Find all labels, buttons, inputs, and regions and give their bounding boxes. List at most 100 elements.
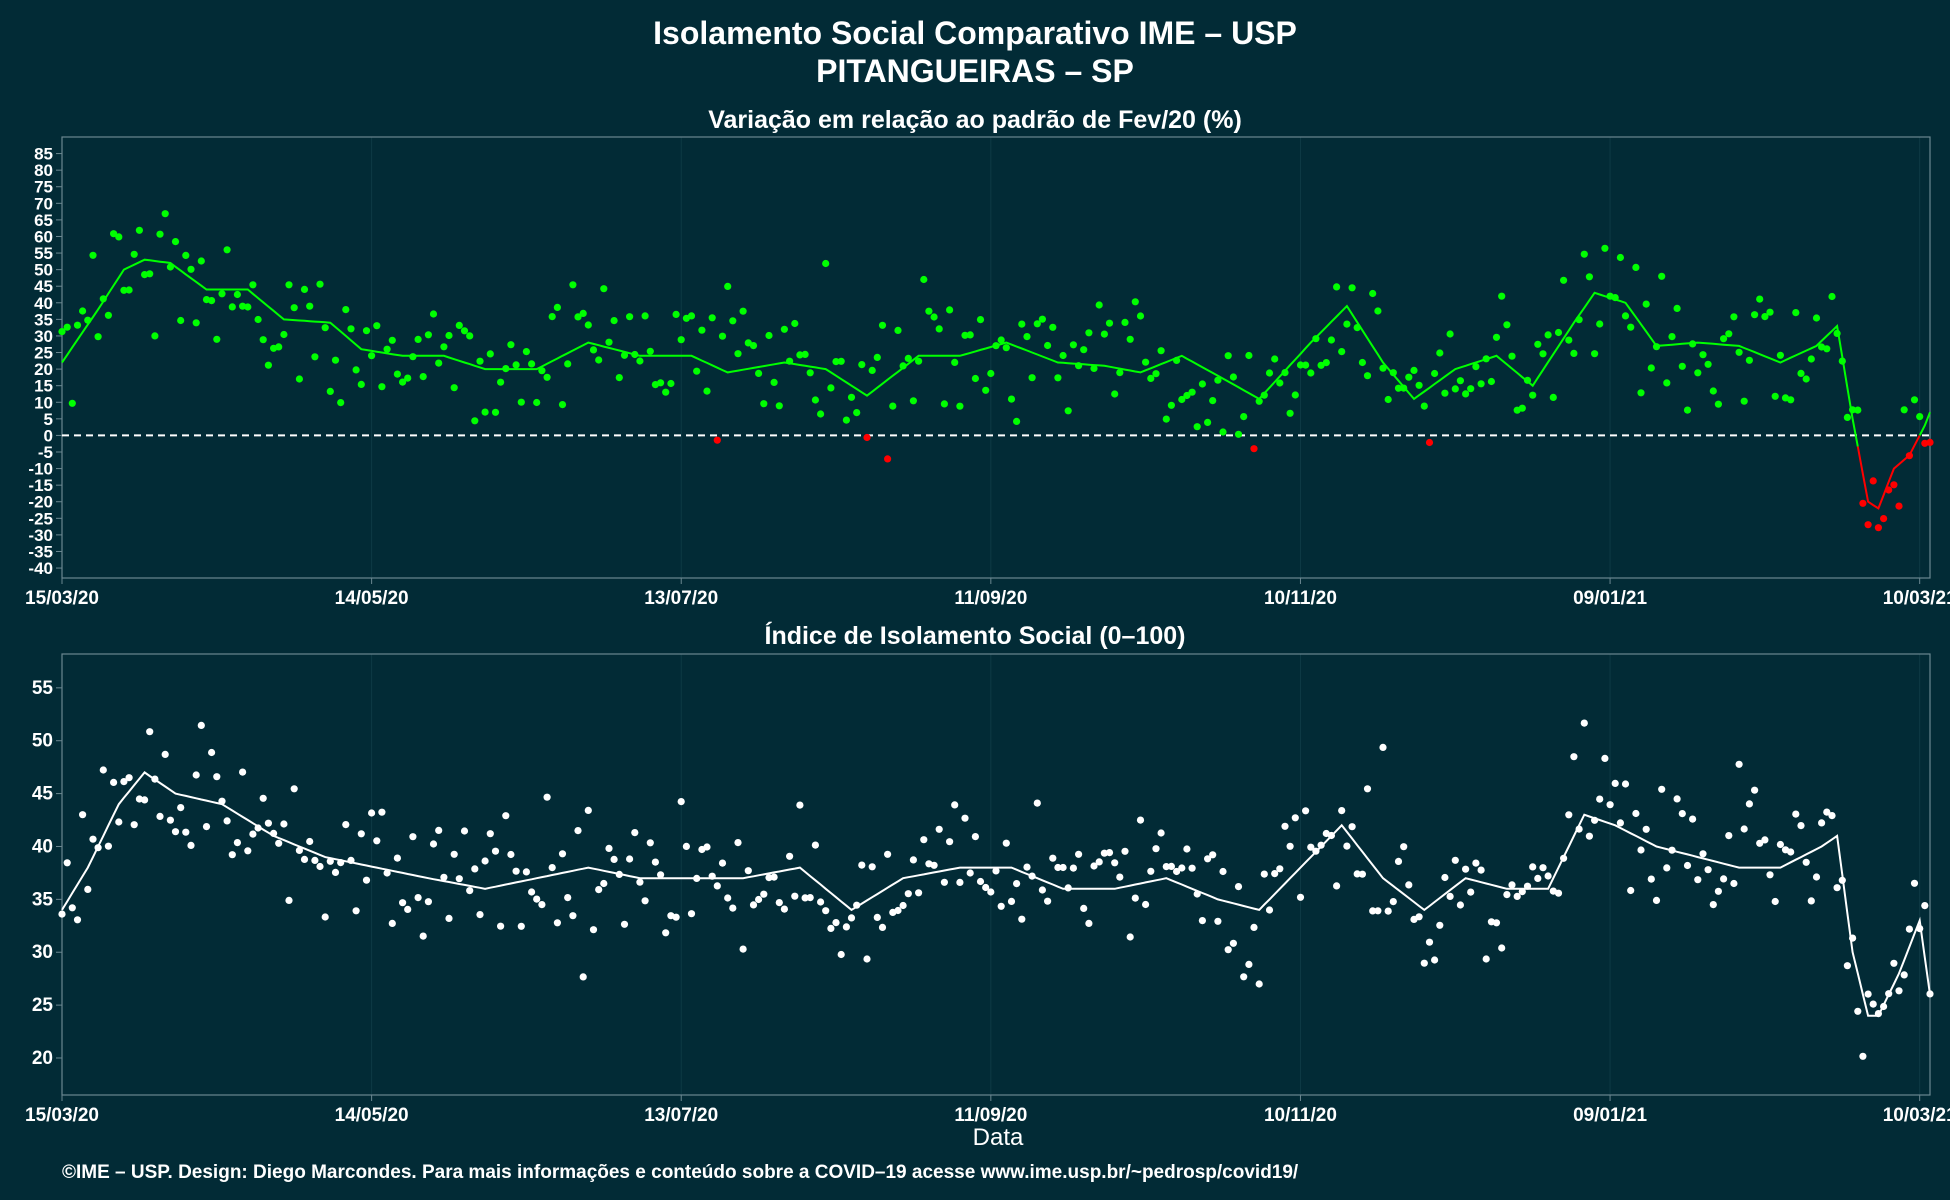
data-point (1229, 939, 1237, 947)
moving-average-line (1856, 434, 1921, 510)
data-point (987, 888, 995, 896)
data-point (1436, 921, 1444, 929)
y-tick-label: 55 (34, 244, 53, 263)
chart-title: Isolamento Social Comparativo IME – USP (653, 15, 1297, 51)
data-point (352, 907, 360, 915)
data-point (1663, 864, 1671, 872)
data-point (636, 878, 644, 886)
data-point (662, 388, 670, 396)
data-point (393, 854, 401, 862)
data-point (1167, 862, 1175, 871)
data-point (1864, 990, 1872, 998)
data-point (1080, 346, 1088, 354)
data-point (414, 335, 422, 343)
data-point (1673, 304, 1681, 312)
data-point (878, 923, 887, 932)
data-point (1642, 825, 1650, 833)
data-point (1921, 902, 1929, 910)
data-point (1018, 320, 1026, 328)
data-point (1105, 319, 1114, 327)
data-point (847, 914, 856, 922)
data-point (1735, 760, 1743, 768)
data-point (1498, 944, 1506, 952)
data-point (1503, 891, 1511, 899)
data-point (79, 811, 87, 819)
data-point (1694, 876, 1702, 884)
data-point (115, 818, 123, 826)
data-point (1797, 369, 1805, 377)
data-point (259, 336, 267, 344)
data-point (595, 356, 603, 364)
data-point (517, 922, 525, 930)
data-point (713, 882, 721, 890)
data-point (208, 297, 216, 305)
data-point (1400, 843, 1408, 851)
data-point (548, 313, 556, 321)
data-point (522, 348, 531, 356)
data-point (156, 230, 164, 238)
data-point (1549, 393, 1557, 401)
data-point (1116, 873, 1124, 881)
data-point (538, 367, 546, 375)
data-point (1802, 375, 1810, 383)
data-point (68, 904, 76, 912)
data-point (672, 310, 680, 318)
data-point (445, 331, 453, 340)
data-point (1627, 886, 1635, 895)
y-tick-label: 5 (44, 410, 53, 429)
data-point (460, 827, 469, 835)
data-point (1178, 864, 1186, 872)
data-point (197, 721, 205, 730)
data-point (863, 955, 871, 963)
y-tick-label: -40 (28, 559, 53, 578)
data-point (878, 321, 887, 329)
data-point (1611, 779, 1619, 788)
data-point (507, 341, 515, 349)
data-point (1823, 808, 1831, 816)
data-point (1296, 893, 1305, 901)
data-point (1916, 413, 1924, 421)
data-point (316, 280, 324, 288)
data-point (1002, 839, 1010, 847)
data-point (1204, 855, 1212, 863)
data-point (1348, 823, 1356, 831)
data-point (1807, 355, 1815, 363)
data-point (1436, 349, 1444, 357)
data-point (1833, 884, 1841, 892)
data-point (1431, 369, 1439, 378)
data-point (1477, 866, 1485, 874)
data-point (1616, 253, 1624, 262)
data-point (1730, 879, 1738, 888)
data-point (1508, 352, 1516, 360)
data-point (440, 343, 448, 351)
data-point (739, 945, 747, 953)
data-point (58, 328, 66, 336)
data-point (817, 410, 825, 418)
data-point (884, 850, 892, 858)
data-point (429, 310, 438, 318)
data-point (1245, 351, 1253, 360)
data-point (1100, 330, 1108, 338)
data-point (104, 311, 112, 319)
data-point (130, 250, 138, 258)
data-point (610, 317, 618, 325)
data-point (801, 350, 809, 358)
data-point (1787, 396, 1795, 404)
data-point (543, 793, 551, 801)
data-point (1508, 881, 1516, 889)
x-tick-label: 10/03/21 (1883, 588, 1950, 609)
data-point (130, 821, 138, 829)
data-point (1420, 959, 1428, 967)
data-point (512, 361, 520, 369)
data-point (713, 436, 721, 444)
x-tick-label: 11/09/20 (954, 588, 1027, 609)
data-point (739, 307, 747, 315)
data-point (1529, 391, 1537, 399)
data-point (1023, 333, 1031, 341)
data-point (1188, 864, 1196, 872)
data-point (1694, 369, 1702, 377)
data-point (1900, 406, 1908, 414)
data-point (285, 896, 293, 905)
data-point (1240, 413, 1248, 421)
data-point (1632, 263, 1640, 271)
